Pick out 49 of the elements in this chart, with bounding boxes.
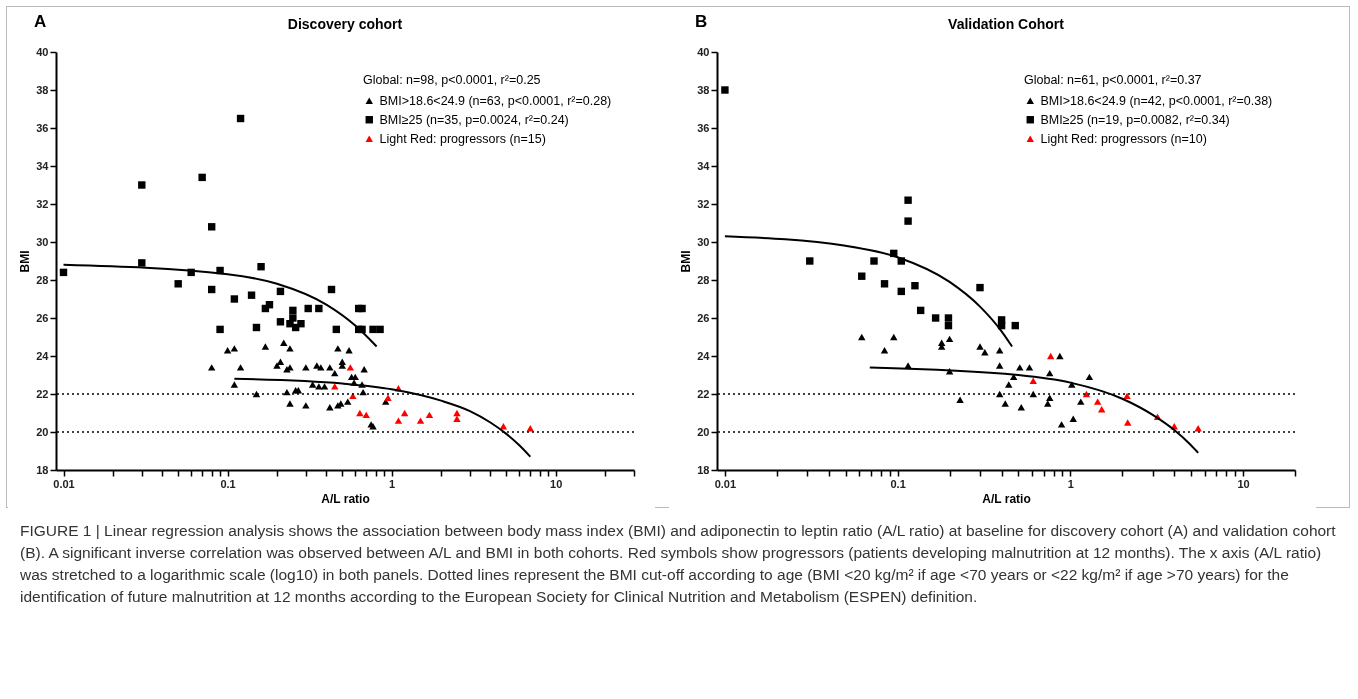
text: B	[695, 12, 708, 32]
legend-label: BMI≥25 (n=35, p=0.0024, r²=0.24)	[379, 112, 569, 127]
x-tick-label: 0.01	[53, 477, 75, 490]
y-tick-label: 18	[36, 463, 49, 476]
y-tick-label: 34	[36, 159, 50, 172]
x-tick-label: 10	[1237, 477, 1250, 490]
y-axis-title: BMI	[679, 250, 694, 273]
x-tick-label: 0.01	[714, 477, 737, 490]
y-tick-label: 24	[697, 349, 711, 362]
y-tick-label: 30	[697, 235, 710, 248]
y-tick-label: 40	[697, 45, 710, 58]
caption: FIGURE 1 | Linear regression analysis shows the association between body mass index (BMI) and adiponectin to leptin ratio (A/L ratio) at baseline for discovery cohort (A) and validation cohort (B). A significant inverse correlation was observed between A/L and BMI in both cohorts. Red symbols show progressors (patients developing malnutrition at 12 months). The x axis (A/L ratio) was stretched to a logarithmic scale (log10) in both panels. Dotted lines represent the BMI cut-off according to age (BMI <20 kg/m² if age <70 years or <22 kg/m² if age >70 years) for the identification of future malnutrition at 12 months according to the European Society for Clinical Nutrition and Metabolism (ESPEN) definition.	[20, 521, 1337, 607]
y-tick-label: 22	[697, 387, 710, 400]
x-tick-label: 0.1	[220, 477, 236, 490]
y-tick-label: 36	[36, 121, 49, 134]
legend-title: Global: n=61, p<0.0001, r²=0.37	[1024, 73, 1202, 87]
y-tick-label: 32	[697, 197, 710, 210]
y-tick-label: 36	[697, 121, 710, 134]
legend-label: BMI>18.6<24.9 (n=63, p<0.0001, r²=0.28)	[379, 93, 612, 108]
legend-label: Light Red: progressors (n=10)	[1040, 131, 1207, 146]
y-axis-title: BMI	[18, 250, 33, 273]
y-tick-label: 28	[697, 273, 710, 286]
y-tick-label: 38	[36, 83, 49, 96]
chart-title: Validation Cohort	[948, 16, 1065, 32]
x-tick-label: 1	[389, 477, 396, 490]
y-tick-label: 20	[697, 425, 710, 438]
x-tick-label: 1	[1067, 477, 1074, 490]
y-tick-label: 22	[36, 387, 49, 400]
y-tick-label: 30	[36, 235, 49, 248]
x-tick-label: 0.1	[890, 477, 906, 490]
x-tick-label: 10	[550, 477, 563, 490]
legend-title: Global: n=98, p<0.0001, r²=0.25	[363, 73, 541, 87]
y-tick-label: 32	[36, 197, 49, 210]
chart-title: Discovery cohort	[287, 16, 403, 32]
x-axis-title: A/L ratio	[321, 491, 370, 506]
x-axis-title: A/L ratio	[982, 491, 1031, 506]
y-tick-label: 24	[36, 349, 50, 362]
legend-label: BMI≥25 (n=19, p=0.0082, r²=0.34)	[1040, 112, 1230, 127]
legend-label: Light Red: progressors (n=15)	[379, 131, 546, 146]
y-tick-label: 26	[697, 311, 710, 324]
legend-label: BMI>18.6<24.9 (n=42, p<0.0001, r²=0.38)	[1040, 93, 1273, 108]
y-tick-label: 28	[36, 273, 49, 286]
y-tick-label: 40	[36, 45, 49, 58]
y-tick-label: 20	[36, 425, 49, 438]
y-tick-label: 26	[36, 311, 49, 324]
y-tick-label: 38	[697, 83, 710, 96]
text: A	[34, 12, 47, 32]
y-tick-label: 18	[697, 463, 710, 476]
y-tick-label: 34	[697, 159, 711, 172]
